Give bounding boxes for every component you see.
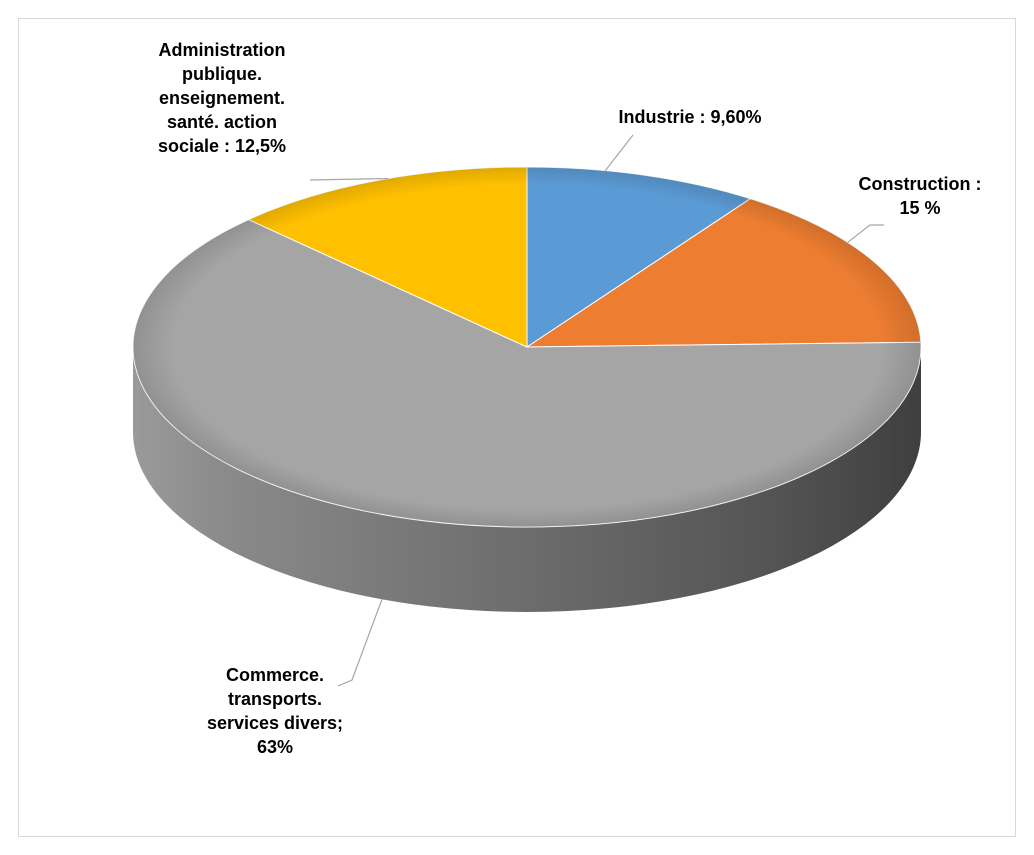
- leader-line-industrie: [604, 134, 634, 171]
- pie-side-wall: [133, 347, 921, 612]
- leader-line-construction: [847, 224, 884, 243]
- label-industrie: Industrie : 9,60%: [618, 107, 762, 127]
- pie-side-surface: [133, 347, 921, 612]
- label-construction: Construction : 15 %: [858, 174, 982, 218]
- pie-top-rim-shade: [133, 167, 921, 527]
- leader-line-commerce-transports-services-divers: [337, 599, 383, 687]
- label-administration: Administration publique. enseignement. s…: [157, 40, 287, 156]
- pie-top-slices: [132, 166, 922, 528]
- leader-line-administration-publique-enseignement-sante-action-sociale: [309, 177, 389, 181]
- label-commerce: Commerce. transports. services divers; 6…: [206, 665, 344, 757]
- leader-lines: [309, 134, 884, 687]
